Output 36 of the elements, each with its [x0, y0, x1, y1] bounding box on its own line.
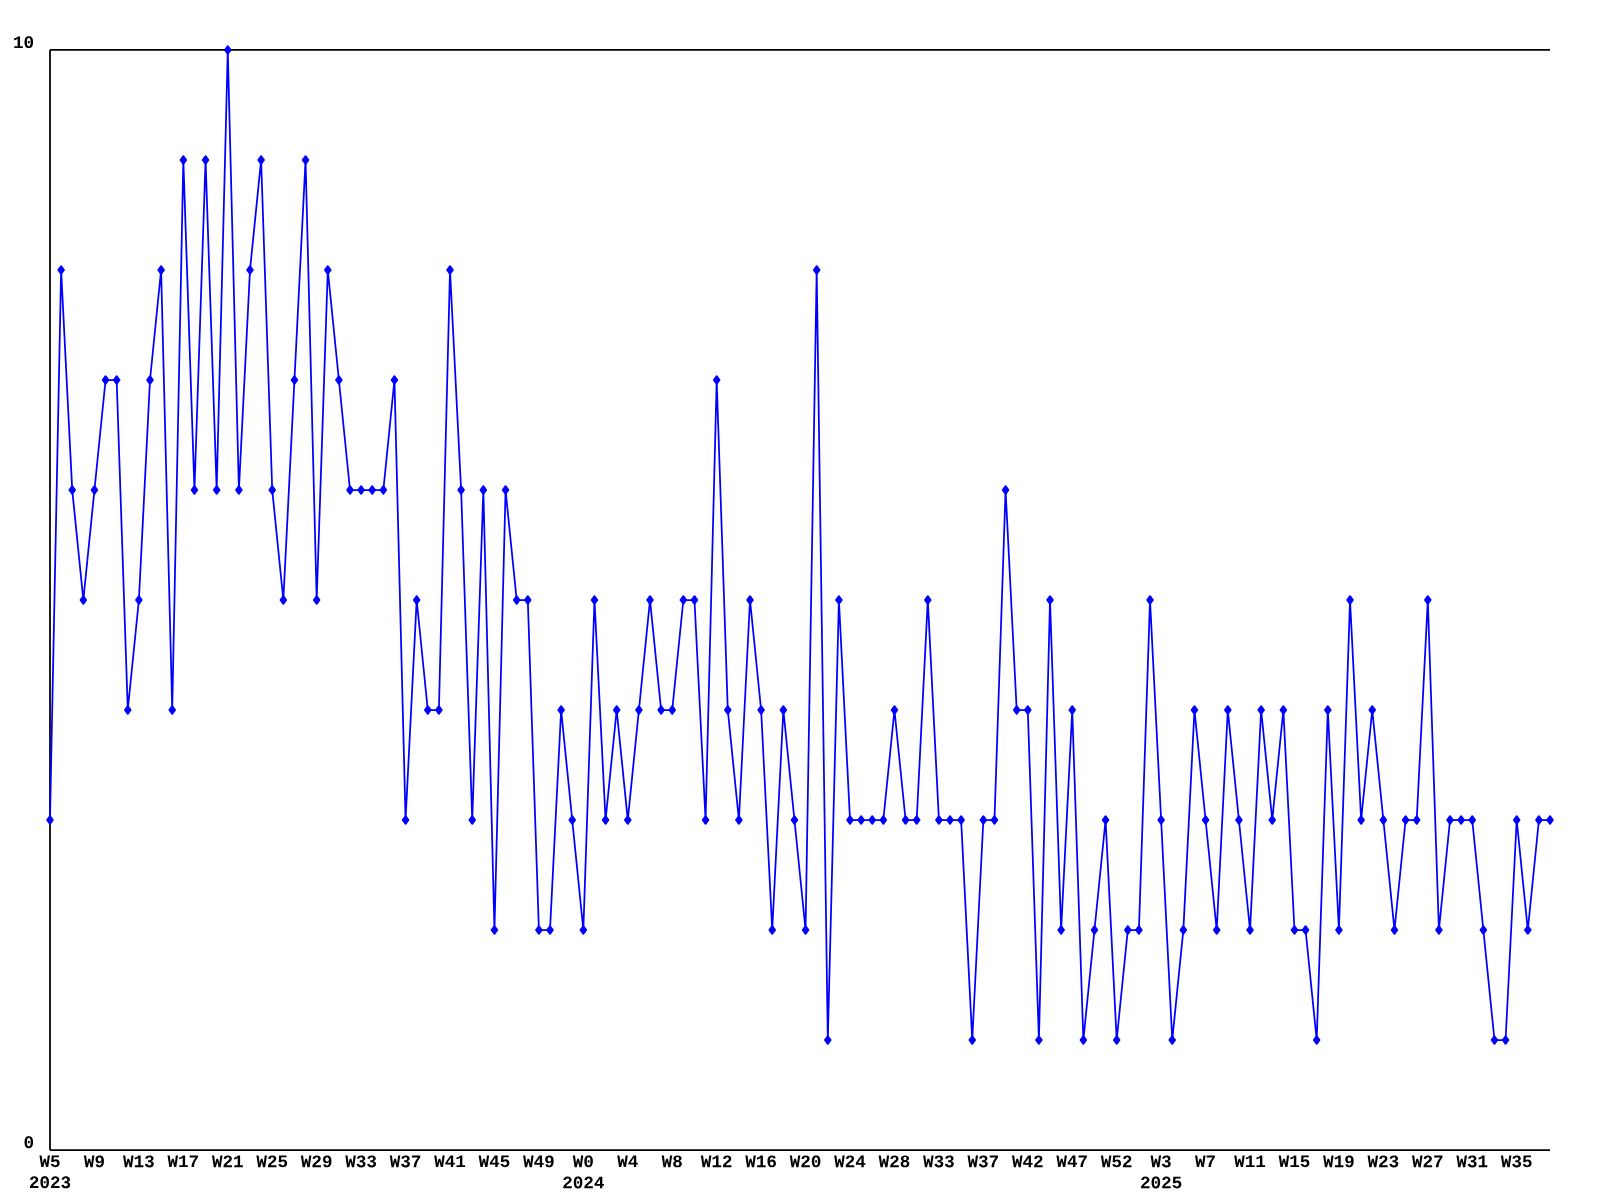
x-tick-label: W33: [345, 1155, 377, 1168]
x-tick-label: W11: [1234, 1155, 1266, 1167]
x-tick-label: W37: [967, 1155, 998, 1168]
x-tick-label: W33: [923, 1155, 954, 1168]
x-tick-label: W16: [745, 1155, 776, 1168]
x-tick-label: W13: [123, 1155, 154, 1168]
x-tick-label: W52: [1100, 1155, 1132, 1168]
x-tick-label: W8: [661, 1155, 682, 1168]
x-tick-label: W23: [1367, 1155, 1399, 1168]
x-tick-label: W41: [434, 1155, 466, 1167]
x-tick-label: W20: [789, 1155, 821, 1168]
x-tick-label: W19: [1323, 1155, 1354, 1168]
x-tick-label: W21: [211, 1155, 243, 1168]
y-tick-label: 0: [24, 1136, 34, 1149]
x-tick-label: W9: [83, 1155, 104, 1168]
x-tick-label: W24: [834, 1155, 866, 1168]
x-tick-label: W12: [700, 1155, 732, 1168]
x-tick-label: W35: [1500, 1155, 1532, 1168]
x-tick-label: W29: [300, 1155, 332, 1168]
x-tick-label: W28: [878, 1155, 910, 1168]
x-tick-label: W27: [1411, 1155, 1443, 1168]
y-tick-label: 10: [14, 36, 34, 49]
x-tick-label: W3 2025: [1141, 1155, 1182, 1189]
x-tick-label: W47: [1056, 1155, 1087, 1167]
x-tick-label: W7: [1195, 1155, 1215, 1167]
x-tick-label: W31: [1456, 1155, 1488, 1168]
x-tick-label: W42: [1011, 1155, 1043, 1168]
x-tick-label: W37: [389, 1155, 421, 1168]
x-tick-label: W45: [478, 1155, 510, 1168]
x-tick-label: W17: [167, 1155, 198, 1167]
x-tick-label: W5 2023: [29, 1155, 71, 1189]
x-tick-label: W25: [256, 1155, 288, 1168]
x-tick-label: W49: [523, 1155, 554, 1168]
x-tick-label: W4: [617, 1155, 638, 1167]
x-tick-label: W15: [1278, 1155, 1310, 1168]
x-tick-label: W0 2024: [563, 1155, 604, 1189]
